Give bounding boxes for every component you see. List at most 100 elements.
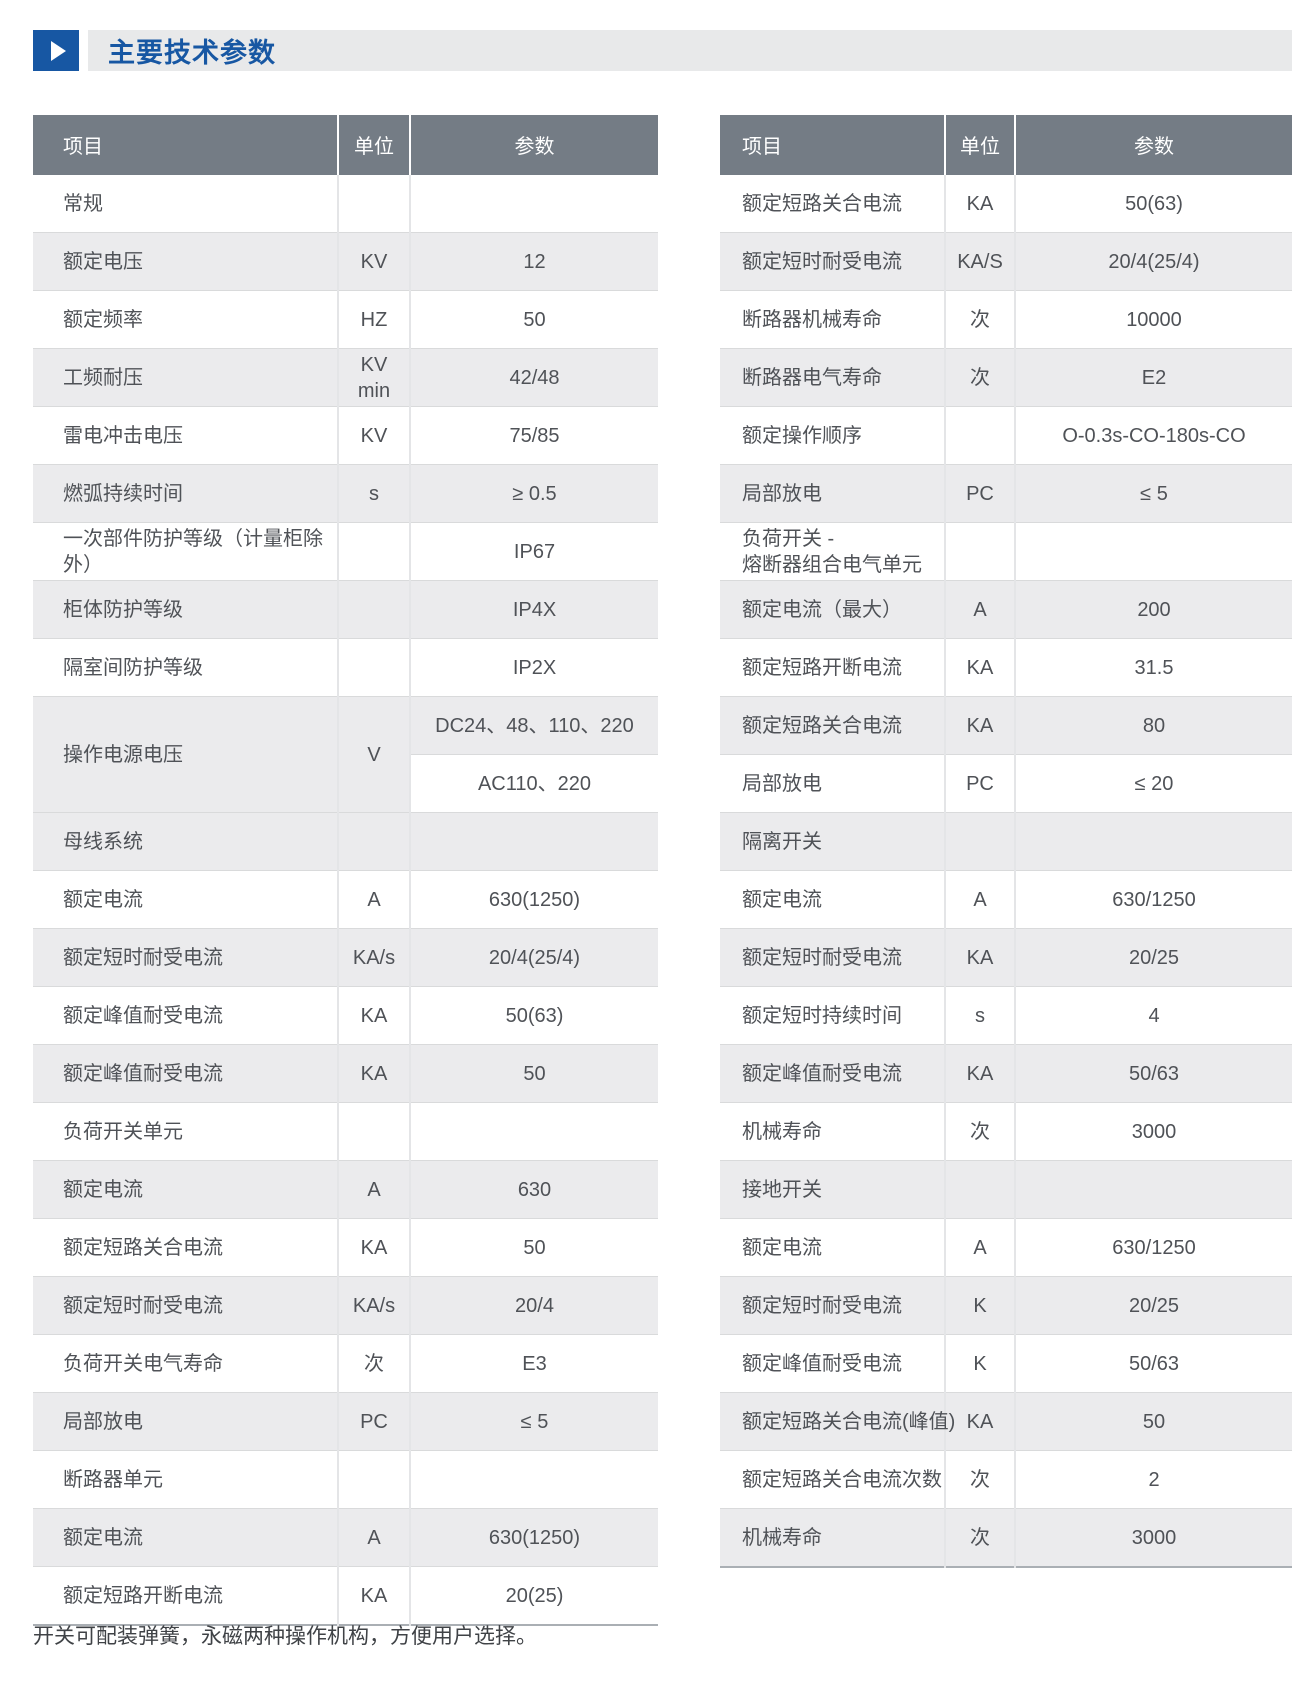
cell-param: O-0.3s-CO-180s-CO	[1014, 406, 1292, 465]
cell-item: 局部放电	[33, 1392, 338, 1451]
table-row: AC110、220	[33, 754, 658, 813]
cell-unit: A	[944, 580, 1015, 639]
cell-item: 额定短路关合电流(峰值)	[720, 1392, 955, 1451]
table-row: 额定峰值耐受电流 KA 50	[33, 1044, 658, 1103]
cell-unit: KA	[337, 1044, 410, 1103]
cell-unit: KA	[337, 1566, 410, 1625]
table-row: 负荷开关电气寿命次 E3	[33, 1334, 658, 1393]
cell-item: 额定峰值耐受电流	[33, 1044, 338, 1103]
cell-unit: PC	[337, 1392, 410, 1451]
cell-param: 630/1250	[1014, 870, 1292, 929]
cell-unit: KA	[944, 1392, 1015, 1451]
table-row: 额定短路关合电流 KA 50	[33, 1218, 658, 1277]
cell-item: 工频耐压	[33, 348, 338, 407]
cell-unit: KV min	[337, 348, 410, 407]
cell-unit: KA	[337, 1218, 410, 1277]
cell-unit: KA/s	[337, 1276, 410, 1335]
cell-param	[409, 812, 658, 871]
cell-param: 200	[1014, 580, 1292, 639]
section-title-bar: 主要技术参数	[88, 30, 1292, 71]
cell-param: 20(25)	[409, 1566, 658, 1625]
table-row: 隔离开关	[720, 812, 1292, 871]
table-header-row: 项目 单位 参数	[33, 115, 658, 175]
col-header-param: 参数	[1014, 115, 1292, 175]
cell-item: 机械寿命	[720, 1102, 945, 1161]
cell-param: 80	[1014, 696, 1292, 755]
cell-unit: 次	[944, 348, 1015, 407]
table-row: 额定电流 A 630/1250	[720, 870, 1292, 929]
cell-param: 50	[409, 290, 658, 349]
cell-item: 局部放电	[720, 464, 945, 523]
cell-param: 31.5	[1014, 638, 1292, 697]
cell-param: 3000	[1014, 1508, 1292, 1567]
table-row: 额定短时耐受电流 KA/S 20/4(25/4)	[720, 232, 1292, 291]
cell-unit: 次	[944, 1450, 1015, 1509]
table-row: 额定峰值耐受电流 KA 50(63)	[33, 986, 658, 1045]
cell-item: 断路器机械寿命	[720, 290, 945, 349]
cell-item: 机械寿命	[720, 1508, 945, 1567]
cell-unit	[337, 1102, 410, 1161]
col-header-param: 参数	[409, 115, 658, 175]
cell-unit	[337, 174, 410, 233]
cell-unit: KA/s	[337, 928, 410, 987]
cell-item: 额定短时持续时间	[720, 986, 945, 1045]
cell-unit: A	[944, 870, 1015, 929]
table-row: 局部放电 PC ≤ 20	[720, 754, 1292, 813]
cell-param: 20/25	[1014, 928, 1292, 987]
cell-item: 母线系统	[33, 812, 338, 871]
cell-param	[409, 1450, 658, 1509]
cell-param: E3	[409, 1334, 658, 1393]
table-header-row: 项目 单位 参数	[720, 115, 1292, 175]
cell-item: 额定短路开断电流	[33, 1566, 338, 1625]
cell-item: 额定短路关合电流	[33, 1218, 338, 1277]
cell-unit: KV	[337, 406, 410, 465]
cell-param: 3000	[1014, 1102, 1292, 1161]
cell-item: 额定峰值耐受电流	[33, 986, 338, 1045]
table-row: 燃弧持续时间 s ≥ 0.5	[33, 464, 658, 523]
cell-param	[409, 1102, 658, 1161]
play-triangle-icon	[33, 30, 79, 71]
cell-param: IP4X	[409, 580, 658, 639]
cell-param: 630(1250)	[409, 870, 658, 929]
cell-item: 负荷开关单元	[33, 1102, 338, 1161]
cell-unit: 次	[944, 1102, 1015, 1161]
cell-item: 额定短时耐受电流	[33, 1276, 338, 1335]
table-row: 额定电流（最大） A 200	[720, 580, 1292, 639]
cell-unit: KA	[944, 928, 1015, 987]
table-row: 额定峰值耐受电流 KA 50/63	[720, 1044, 1292, 1103]
cell-item: 隔室间防护等级	[33, 638, 338, 697]
cell-unit: s	[337, 464, 410, 523]
cell-item: 额定短路关合电流	[720, 696, 945, 755]
cell-item: 额定短路关合电流	[720, 174, 945, 233]
cell-unit	[944, 812, 1015, 871]
cell-item: 额定短路开断电流	[720, 638, 945, 697]
table-row: 额定电流 A 630	[33, 1160, 658, 1219]
table-row: 额定短时耐受电流 KA/s 20/4	[33, 1276, 658, 1335]
triangle-glyph	[50, 40, 66, 61]
cell-param: 12	[409, 232, 658, 291]
cell-item: 额定电流	[720, 1218, 945, 1277]
cell-param: 50	[409, 1218, 658, 1277]
cell-item: 断路器电气寿命	[720, 348, 945, 407]
cell-item: 额定峰值耐受电流	[720, 1334, 945, 1393]
table-row: 断路器机械寿命次 10000	[720, 290, 1292, 349]
cell-unit	[337, 580, 410, 639]
cell-item: 操作电源电压	[33, 696, 338, 813]
cell-unit: 次	[944, 290, 1015, 349]
section-title-row: 主要技术参数	[33, 30, 1292, 71]
table-row: 额定峰值耐受电流 K 50/63	[720, 1334, 1292, 1393]
cell-unit: K	[944, 1276, 1015, 1335]
cell-unit	[337, 812, 410, 871]
cell-unit: KA	[944, 696, 1015, 755]
table-row: 局部放电 PC ≤ 5	[33, 1392, 658, 1451]
cell-item: 额定短时耐受电流	[720, 928, 945, 987]
cell-item: 隔离开关	[720, 812, 945, 871]
col-header-item: 项目	[33, 115, 338, 175]
cell-item: 额定电流	[33, 1160, 338, 1219]
table-row: 额定短路开断电流 KA 20(25)	[33, 1566, 658, 1625]
cell-unit: PC	[944, 464, 1015, 523]
cell-param: 42/48	[409, 348, 658, 407]
table-row: 额定短时耐受电流 K 20/25	[720, 1276, 1292, 1335]
cell-param: 4	[1014, 986, 1292, 1045]
cell-item: 额定短时耐受电流	[720, 1276, 945, 1335]
